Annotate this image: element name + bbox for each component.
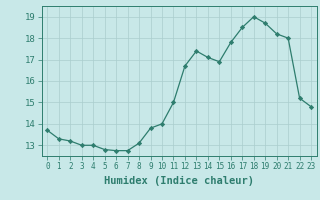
X-axis label: Humidex (Indice chaleur): Humidex (Indice chaleur) bbox=[104, 176, 254, 186]
